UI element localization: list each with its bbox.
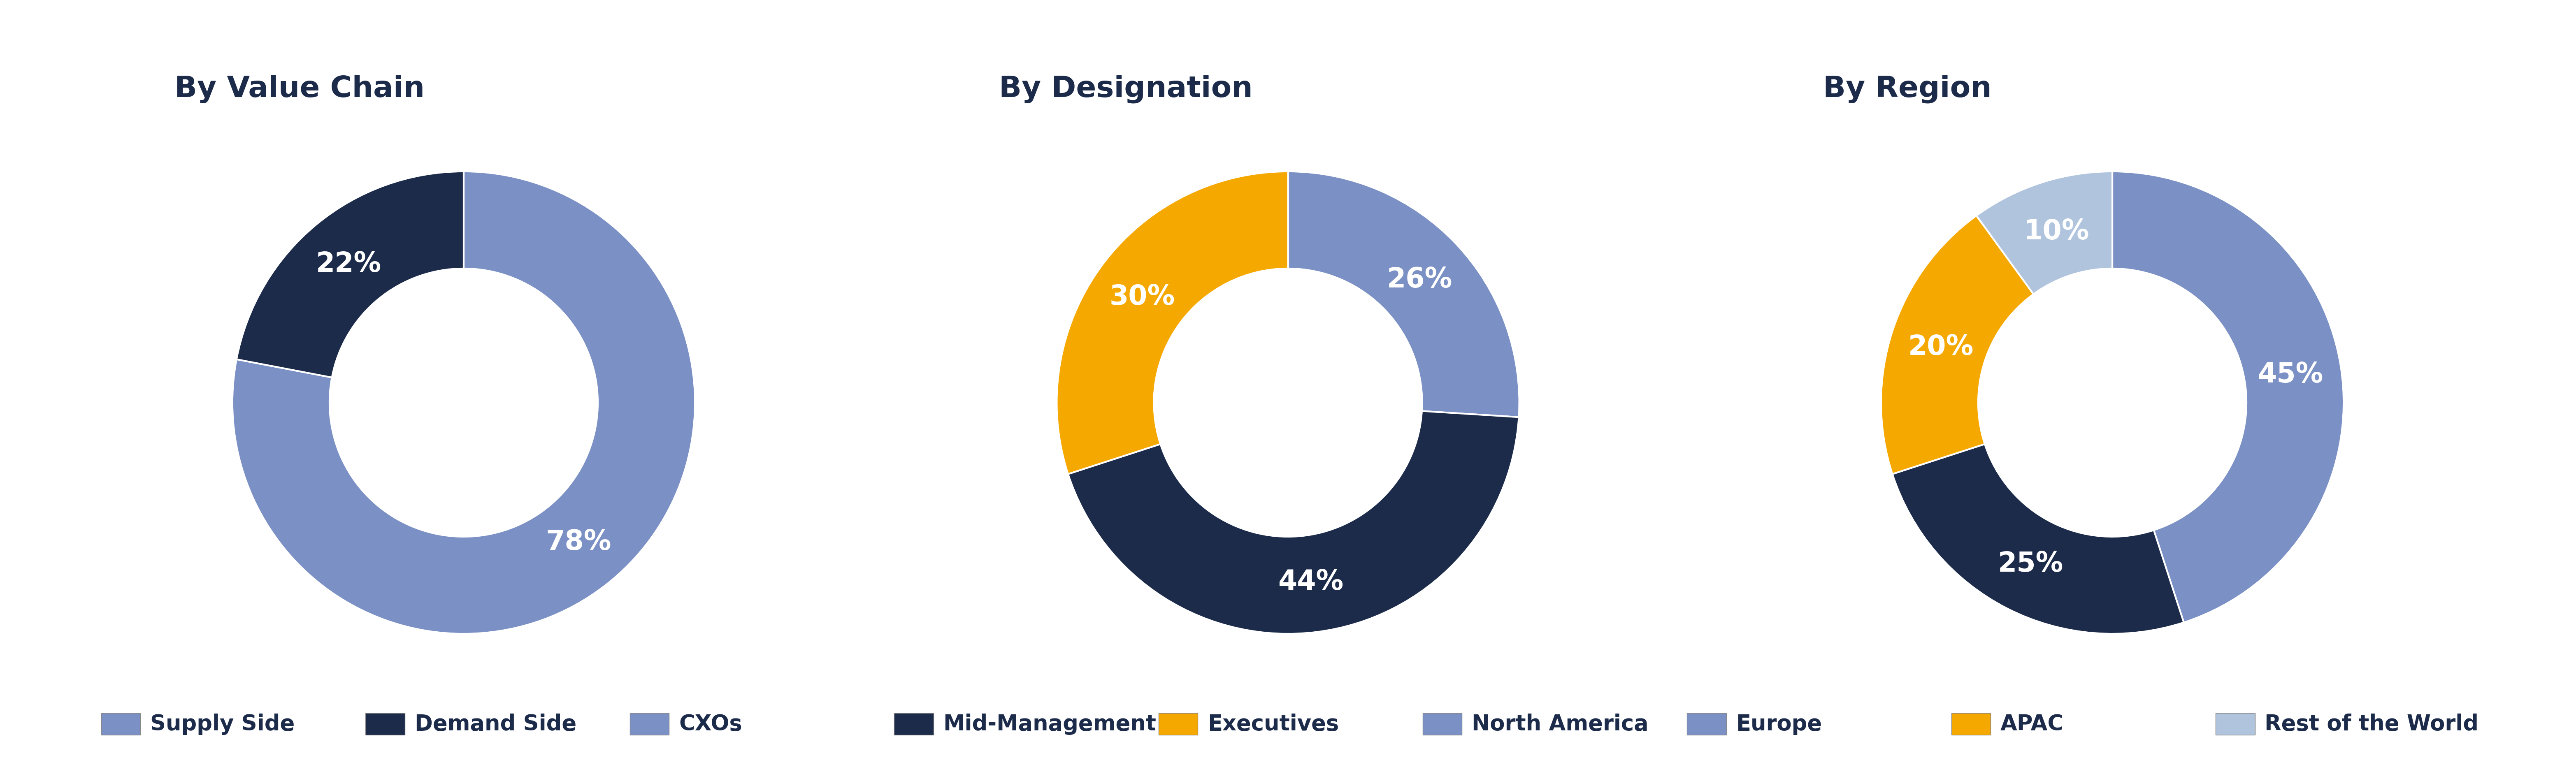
Bar — [1687, 713, 1726, 735]
Text: 20%: 20% — [1909, 334, 1973, 361]
Text: CXOs: CXOs — [680, 713, 742, 735]
Wedge shape — [232, 172, 696, 634]
Text: Europe: Europe — [1736, 713, 1821, 735]
Text: 45%: 45% — [2257, 361, 2324, 388]
Text: North America: North America — [1471, 713, 1649, 735]
Wedge shape — [237, 172, 464, 378]
Bar — [100, 713, 142, 735]
Wedge shape — [1069, 411, 1520, 634]
Text: 10%: 10% — [2025, 218, 2089, 245]
Text: Primary Sources: Primary Sources — [1136, 45, 1445, 77]
Bar — [1953, 713, 1991, 735]
Wedge shape — [1976, 172, 2112, 294]
Text: 30%: 30% — [1110, 283, 1175, 310]
Text: By Value Chain: By Value Chain — [175, 74, 425, 103]
Text: Mid-Management: Mid-Management — [943, 713, 1157, 735]
Bar — [366, 713, 404, 735]
Text: By Region: By Region — [1824, 74, 1991, 103]
Text: 22%: 22% — [317, 250, 381, 277]
Text: 44%: 44% — [1278, 568, 1342, 595]
Text: Rest of the World: Rest of the World — [2264, 713, 2478, 735]
Wedge shape — [1893, 444, 2184, 634]
Text: 26%: 26% — [1386, 266, 1453, 293]
Bar — [894, 713, 933, 735]
Circle shape — [1157, 271, 1419, 534]
Text: 78%: 78% — [546, 528, 611, 556]
Text: APAC: APAC — [2002, 713, 2063, 735]
Circle shape — [1981, 271, 2244, 534]
Wedge shape — [1288, 172, 1520, 417]
Bar — [1422, 713, 1463, 735]
Wedge shape — [1880, 216, 2032, 474]
Text: Demand Side: Demand Side — [415, 713, 577, 735]
Wedge shape — [1056, 172, 1288, 474]
Wedge shape — [2112, 172, 2344, 622]
Text: 25%: 25% — [1996, 549, 2063, 577]
Circle shape — [332, 271, 595, 534]
Text: By Designation: By Designation — [999, 74, 1252, 103]
Bar — [2215, 713, 2254, 735]
Bar — [629, 713, 670, 735]
Text: Supply Side: Supply Side — [149, 713, 294, 735]
Text: Executives: Executives — [1208, 713, 1340, 735]
Bar — [1159, 713, 1198, 735]
